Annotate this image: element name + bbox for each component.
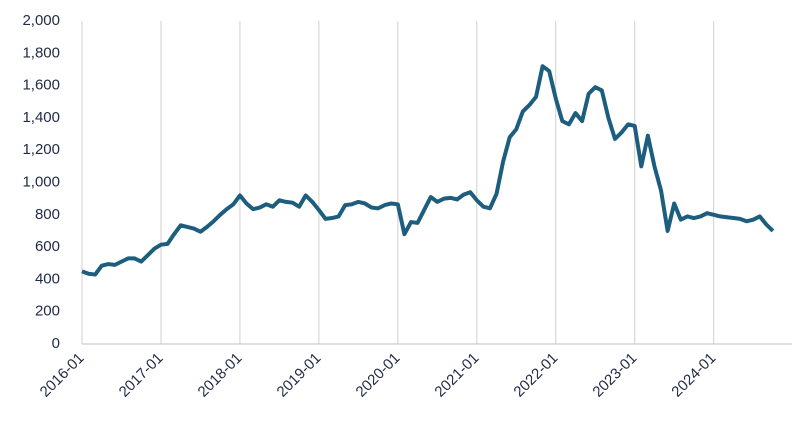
y-tick-label: 600 bbox=[35, 238, 60, 255]
x-tick-label: 2018-01 bbox=[195, 350, 246, 401]
x-tick-label: 2020-01 bbox=[353, 350, 404, 401]
x-tick-label: 2019-01 bbox=[274, 350, 325, 401]
x-tick-label: 2023-01 bbox=[589, 350, 640, 401]
y-tick-label: 0 bbox=[52, 335, 60, 352]
y-tick-label: 1,800 bbox=[22, 44, 60, 61]
y-tick-label: 200 bbox=[35, 303, 60, 320]
y-tick-label: 1,400 bbox=[22, 109, 60, 126]
y-tick-label: 1,000 bbox=[22, 173, 60, 190]
line bbox=[81, 64, 775, 277]
y-tick-label: 400 bbox=[35, 270, 60, 287]
x-tick-label: 2024-01 bbox=[668, 350, 719, 401]
y-tick-label: 1,600 bbox=[22, 77, 60, 94]
y-tick-label: 2,000 bbox=[22, 12, 60, 29]
x-tick-label: 2016-01 bbox=[37, 350, 88, 401]
y-tick-label: 800 bbox=[35, 206, 60, 223]
x-tick-label: 2017-01 bbox=[116, 350, 167, 401]
x-tick-label: 2021-01 bbox=[431, 350, 482, 401]
x-tick-label: 2022-01 bbox=[510, 350, 561, 401]
y-tick-label: 1,200 bbox=[22, 141, 60, 158]
